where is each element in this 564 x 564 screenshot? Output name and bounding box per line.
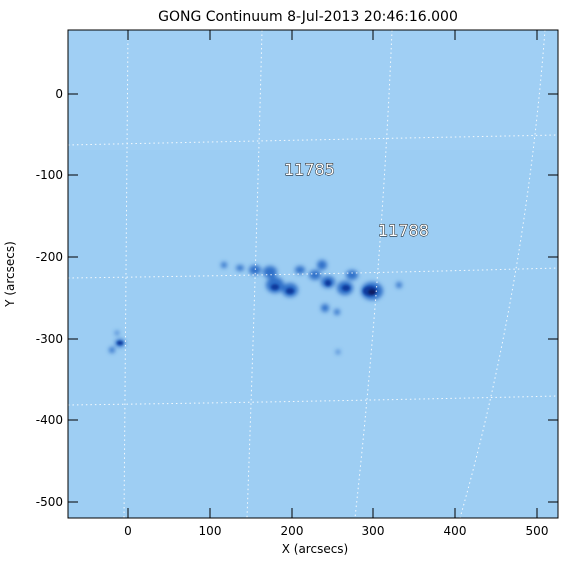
y-axis-label: Y (arcsecs) — [3, 241, 17, 308]
granulation-texture — [68, 30, 558, 518]
sunspot-umbrae — [117, 280, 377, 345]
heliographic-grid — [68, 30, 558, 518]
x-axis — [127, 30, 538, 518]
x-tick-label: 200 — [281, 524, 304, 538]
x-tick-label: 500 — [526, 524, 549, 538]
solar-image: 11785 11788 — [68, 30, 558, 518]
x-tick-label: 400 — [444, 524, 467, 538]
figure-title: GONG Continuum 8-Jul-2013 20:46:16.000 — [158, 9, 458, 25]
y-tick-label: -200 — [36, 250, 63, 264]
x-tick-label: 0 — [124, 524, 132, 538]
y-tick-label: -500 — [36, 495, 63, 509]
y-tick-label: -300 — [36, 332, 63, 346]
sunspot-group — [109, 260, 402, 354]
region-label-11785: 11785 — [284, 160, 335, 179]
region-label-11788: 11788 — [378, 221, 429, 240]
x-axis-label: X (arcsecs) — [282, 542, 349, 556]
x-tick-label: 100 — [199, 524, 222, 538]
y-tick-label: 0 — [55, 87, 63, 101]
plot-frame — [67, 29, 559, 519]
x-tick-label: 300 — [362, 524, 385, 538]
y-tick-label: -100 — [36, 168, 63, 182]
y-tick-labels: 0 -100 -200 -300 -400 -500 — [36, 87, 63, 509]
x-tick-labels: 0 100 200 300 400 500 — [124, 524, 548, 538]
y-axis — [68, 93, 558, 503]
y-tick-label: -400 — [36, 413, 63, 427]
